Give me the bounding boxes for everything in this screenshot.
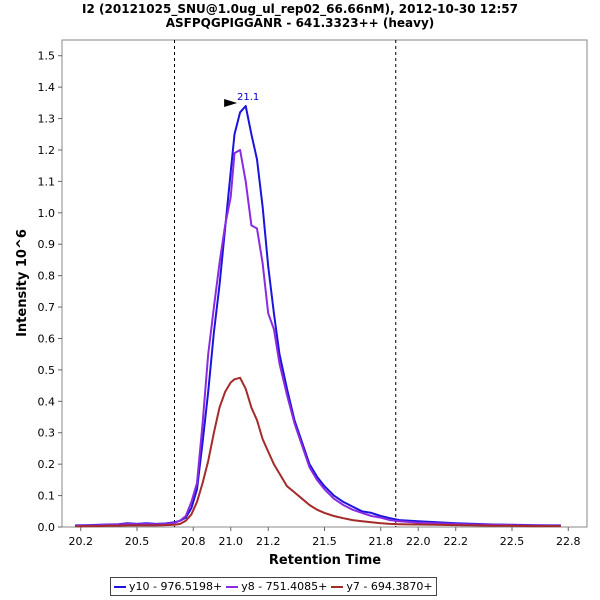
y-tick-label: 0.1: [38, 490, 56, 503]
y-tick-label: 0.4: [38, 395, 56, 408]
x-axis: 20.2 20.5 20.8 21.0 21.2 21.5 21.8 22.0 22.2 22.5…: [69, 527, 581, 548]
series-line-y7: [75, 376, 561, 528]
x-tick-label: 22.2: [444, 535, 469, 548]
y-tick-label: 1.5: [38, 50, 56, 63]
legend-swatch: [331, 585, 344, 588]
peak-annotation: 21.1: [224, 92, 259, 107]
y-tick-label: 0.5: [38, 364, 56, 377]
chart-title-line2: ASFPQGPIGGANR - 641.3323++ (heavy): [166, 16, 435, 30]
y-tick-label: 0.7: [38, 301, 56, 314]
y-axis: 0.0 0.1 0.2 0.3 0.4 0.5 0.6 0.7 0.8 0.9 1.0 1.1 1.2 1…: [38, 50, 62, 534]
y-tick-label: 0.9: [38, 238, 56, 251]
legend-swatch: [226, 585, 239, 588]
legend-item: y10 - 976.5198+: [114, 580, 222, 593]
chart-title-line1: I2 (20121025_SNU@1.0ug_ul_rep02_66.66nM)…: [82, 2, 518, 17]
legend-label: y10 - 976.5198+: [129, 580, 223, 593]
x-tick-label: 21.8: [369, 535, 394, 548]
legend-item: y7 - 694.3870+: [331, 580, 433, 593]
y-tick-label: 1.4: [38, 81, 56, 94]
y-tick-label: 1.3: [38, 113, 56, 126]
plot-area: [61, 39, 588, 528]
x-tick-label: 22.5: [500, 535, 525, 548]
x-tick-label: 21.2: [256, 535, 281, 548]
x-tick-label: 20.2: [69, 535, 94, 548]
series-layer: [75, 105, 561, 528]
y-tick-label: 1.1: [38, 175, 56, 188]
y-tick-label: 0.8: [38, 270, 56, 283]
legend-label: y7 - 694.3870+: [346, 580, 433, 593]
x-tick-label: 22.0: [406, 535, 431, 548]
legend: y10 - 976.5198+ y8 - 751.4085+ y7 - 694.38…: [110, 577, 437, 596]
y-tick-label: 0.2: [38, 458, 56, 471]
x-tick-label: 20.8: [181, 535, 206, 548]
legend-swatch: [114, 585, 126, 588]
peak-label: 21.1: [237, 92, 259, 103]
y-tick-label: 0.3: [38, 427, 56, 440]
x-tick-label: 20.5: [125, 535, 150, 548]
peak-marker-arrow: [224, 98, 238, 107]
x-tick-label: 22.8: [556, 535, 581, 548]
x-axis-label: Retention Time: [269, 553, 381, 568]
y-tick-label: 0.0: [38, 521, 56, 534]
x-tick-label: 21.0: [219, 535, 244, 548]
legend-item: y8 - 751.4085+: [226, 580, 327, 593]
series-line-y8: [75, 149, 561, 527]
y-tick-label: 1.0: [38, 207, 56, 220]
legend-label: y8 - 751.4085+: [241, 580, 328, 593]
y-tick-label: 0.6: [38, 332, 56, 345]
x-tick-label: 21.5: [312, 535, 337, 548]
y-axis-label: Intensity 10^6: [15, 229, 30, 337]
y-tick-label: 1.2: [38, 144, 56, 157]
